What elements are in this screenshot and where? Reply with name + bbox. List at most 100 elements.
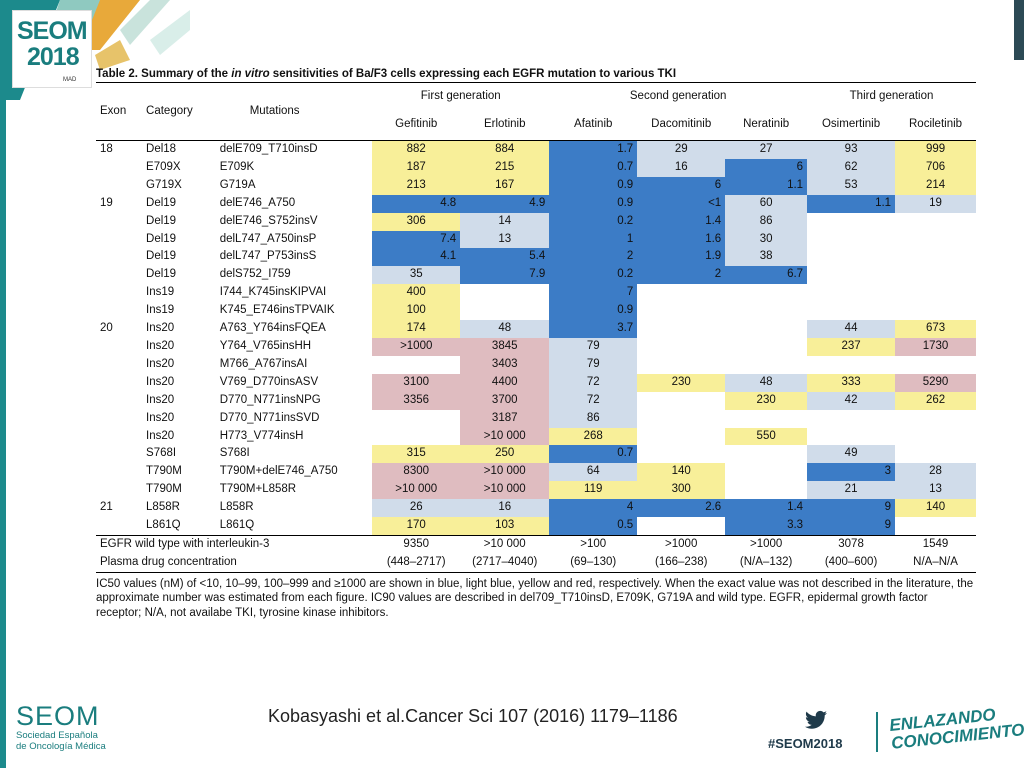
ic50-cell: 79 bbox=[549, 337, 638, 356]
ic50-cell: 4400 bbox=[460, 373, 550, 392]
ic50-cell: 16 bbox=[460, 499, 550, 518]
right-accent-bar bbox=[1014, 0, 1024, 60]
ic50-cell: 103 bbox=[460, 517, 550, 536]
exon-cell bbox=[96, 463, 142, 481]
exon-cell: 20 bbox=[100, 322, 113, 335]
exon-cell bbox=[96, 481, 142, 499]
ic50-cell: 3845 bbox=[460, 337, 550, 356]
ic50-cell bbox=[807, 428, 895, 446]
ic50-cell: >10 000 bbox=[460, 481, 550, 500]
ic50-cell: 0.9 bbox=[549, 176, 638, 195]
table-row: Del19 delL747_P753insS 4.1 5.4 2 1.9 38 bbox=[96, 248, 976, 267]
mutation-cell: V769_D770insASV bbox=[219, 375, 319, 388]
exon-cell: 19 bbox=[100, 196, 113, 209]
header-third-generation: Third generation bbox=[849, 89, 934, 102]
ic50-cell: 1.4 bbox=[725, 499, 808, 518]
ic50-cell bbox=[895, 410, 976, 428]
category-cell: Ins20 bbox=[146, 322, 175, 335]
mutation-cell: S768I bbox=[219, 447, 250, 460]
seom-logo-title: SEOM bbox=[16, 701, 100, 731]
ic50-cell bbox=[372, 356, 460, 374]
ic50-cell: 4.9 bbox=[460, 194, 550, 213]
table-title-suffix: sensitivities of Ba/F3 cells expressing … bbox=[269, 68, 677, 80]
ic50-cell: 884 bbox=[460, 140, 550, 159]
table-title: Table 2. Summary of the in vitro sensiti… bbox=[96, 66, 976, 82]
category-cell: S768I bbox=[146, 447, 177, 460]
ic50-cell: 0.5 bbox=[549, 517, 638, 536]
seom-logo-subtitle-2: de Oncología Médica bbox=[16, 741, 106, 752]
summary-value: 1549 bbox=[922, 537, 949, 550]
ic50-cell bbox=[372, 410, 460, 428]
ic50-cell: 140 bbox=[637, 463, 726, 482]
ic50-cell: 9 bbox=[807, 517, 896, 536]
ic50-cell bbox=[807, 231, 895, 249]
table-row: Ins19 K745_E746insTPVAIK 100 0.9 bbox=[96, 302, 976, 321]
category-cell: G719X bbox=[146, 178, 182, 191]
ic50-cell bbox=[895, 302, 976, 320]
category-cell: Ins19 bbox=[146, 304, 175, 317]
ic50-cell bbox=[637, 517, 725, 535]
ic50-cell: >1000 bbox=[372, 337, 461, 356]
ic50-cell: 86 bbox=[549, 409, 638, 428]
ic50-cell: 6 bbox=[725, 158, 808, 177]
exon-cell bbox=[96, 266, 142, 284]
ic50-cell: 28 bbox=[895, 463, 976, 482]
mutation-cell: T790M+delE746_A750 bbox=[219, 465, 338, 478]
ic50-cell: 60 bbox=[725, 194, 808, 213]
table-row: T790M T790M+delE746_A750 8300 >10 000 64 140 3… bbox=[96, 463, 976, 482]
hashtag-text: #SEOM2018 bbox=[768, 736, 843, 751]
table-title-italic: in vitro bbox=[231, 68, 270, 80]
header-first-generation: First generation bbox=[420, 89, 501, 102]
ic50-cell: 0.9 bbox=[549, 302, 638, 321]
ic50-cell: 72 bbox=[549, 391, 638, 410]
mutation-cell: M766_A767insAI bbox=[219, 357, 308, 370]
ic50-cell bbox=[807, 302, 895, 320]
summary-label: EGFR wild type with interleukin-3 bbox=[100, 537, 270, 550]
ic50-cell bbox=[807, 356, 895, 374]
category-cell: T790M bbox=[146, 465, 182, 478]
ic50-cell bbox=[637, 428, 725, 446]
ic50-cell: 1.7 bbox=[549, 140, 638, 159]
ic50-cell bbox=[895, 248, 976, 266]
logo-line-2: 2018 bbox=[27, 43, 80, 71]
ic50-cell: 49 bbox=[807, 445, 896, 464]
table-row: Ins20 Y764_V765insHH >1000 3845 79 237 1730 bbox=[96, 337, 976, 356]
ic50-cell bbox=[725, 338, 807, 356]
table-row: Ins19 I744_K745insKIPVAI 400 7 bbox=[96, 284, 976, 303]
ic50-cell bbox=[807, 248, 895, 266]
ic50-cell: 6 bbox=[637, 176, 726, 195]
table-row: L861Q L861Q 170 103 0.5 3.3 9 bbox=[96, 517, 976, 536]
ic50-cell bbox=[637, 320, 725, 338]
ic50-cell: 119 bbox=[549, 481, 638, 500]
mutation-cell: D770_N771insSVD bbox=[219, 411, 320, 424]
category-cell: Del19 bbox=[146, 214, 177, 227]
ic50-cell: 174 bbox=[372, 320, 461, 338]
category-cell: Del19 bbox=[146, 232, 177, 245]
mutation-cell: Y764_V765insHH bbox=[219, 339, 312, 352]
category-cell: T790M bbox=[146, 483, 182, 496]
footer-divider bbox=[876, 712, 878, 752]
header-second-generation: Second generation bbox=[629, 89, 727, 102]
mutation-cell: T790M+L858R bbox=[219, 483, 297, 496]
table-row: Ins20 V769_D770insASV 3100 4400 72 230 48 333 52… bbox=[96, 373, 976, 392]
ic50-cell: 2 bbox=[549, 248, 638, 267]
exon-cell: 18 bbox=[100, 143, 113, 155]
table-row: Ins20 D770_N771insSVD 3187 86 bbox=[96, 409, 976, 428]
ic50-cell: 30 bbox=[725, 230, 808, 249]
ic50-cell: 38 bbox=[725, 248, 808, 267]
mutation-cell: E709K bbox=[219, 160, 255, 173]
ic50-cell: 4.8 bbox=[372, 194, 461, 213]
header-drug: Afatinib bbox=[574, 118, 613, 131]
ic50-cell: 999 bbox=[895, 140, 976, 159]
ic50-cell: 13 bbox=[460, 230, 550, 249]
ic50-cell: 170 bbox=[372, 517, 461, 536]
exon-cell: 21 bbox=[100, 501, 113, 514]
ic50-cell: 8300 bbox=[372, 463, 461, 482]
ic50-cell: >10 000 bbox=[460, 427, 550, 446]
category-cell: E709X bbox=[146, 160, 181, 173]
mutation-cell: H773_V774insH bbox=[219, 429, 304, 442]
ic50-cell: 5.4 bbox=[460, 248, 550, 267]
exon-cell bbox=[96, 159, 142, 177]
ic50-cell: 3.7 bbox=[549, 320, 638, 338]
category-cell: L861Q bbox=[146, 519, 181, 532]
